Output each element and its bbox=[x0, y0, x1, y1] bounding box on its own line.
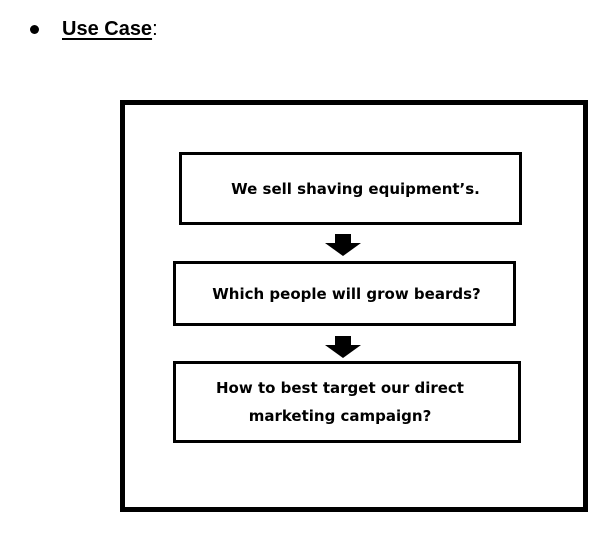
step-label-3: How to best target our direct marketing … bbox=[216, 379, 464, 425]
step-box-1: We sell shaving equipment’s. bbox=[179, 152, 522, 225]
step-label-1: We sell shaving equipment’s. bbox=[231, 179, 480, 198]
step-box-2: Which people will grow beards? bbox=[173, 261, 516, 326]
bullet-dot-icon bbox=[30, 24, 39, 34]
step-box-3: How to best target our direct marketing … bbox=[173, 361, 521, 443]
use-case-heading: Use Case : bbox=[30, 14, 158, 44]
heading-colon: : bbox=[152, 17, 158, 40]
diagram-frame bbox=[120, 100, 588, 512]
arrow-down-icon bbox=[325, 234, 361, 256]
arrow-down-icon bbox=[325, 336, 361, 358]
heading-title: Use Case bbox=[62, 17, 153, 40]
step-label-2: Which people will grow beards? bbox=[212, 284, 481, 303]
